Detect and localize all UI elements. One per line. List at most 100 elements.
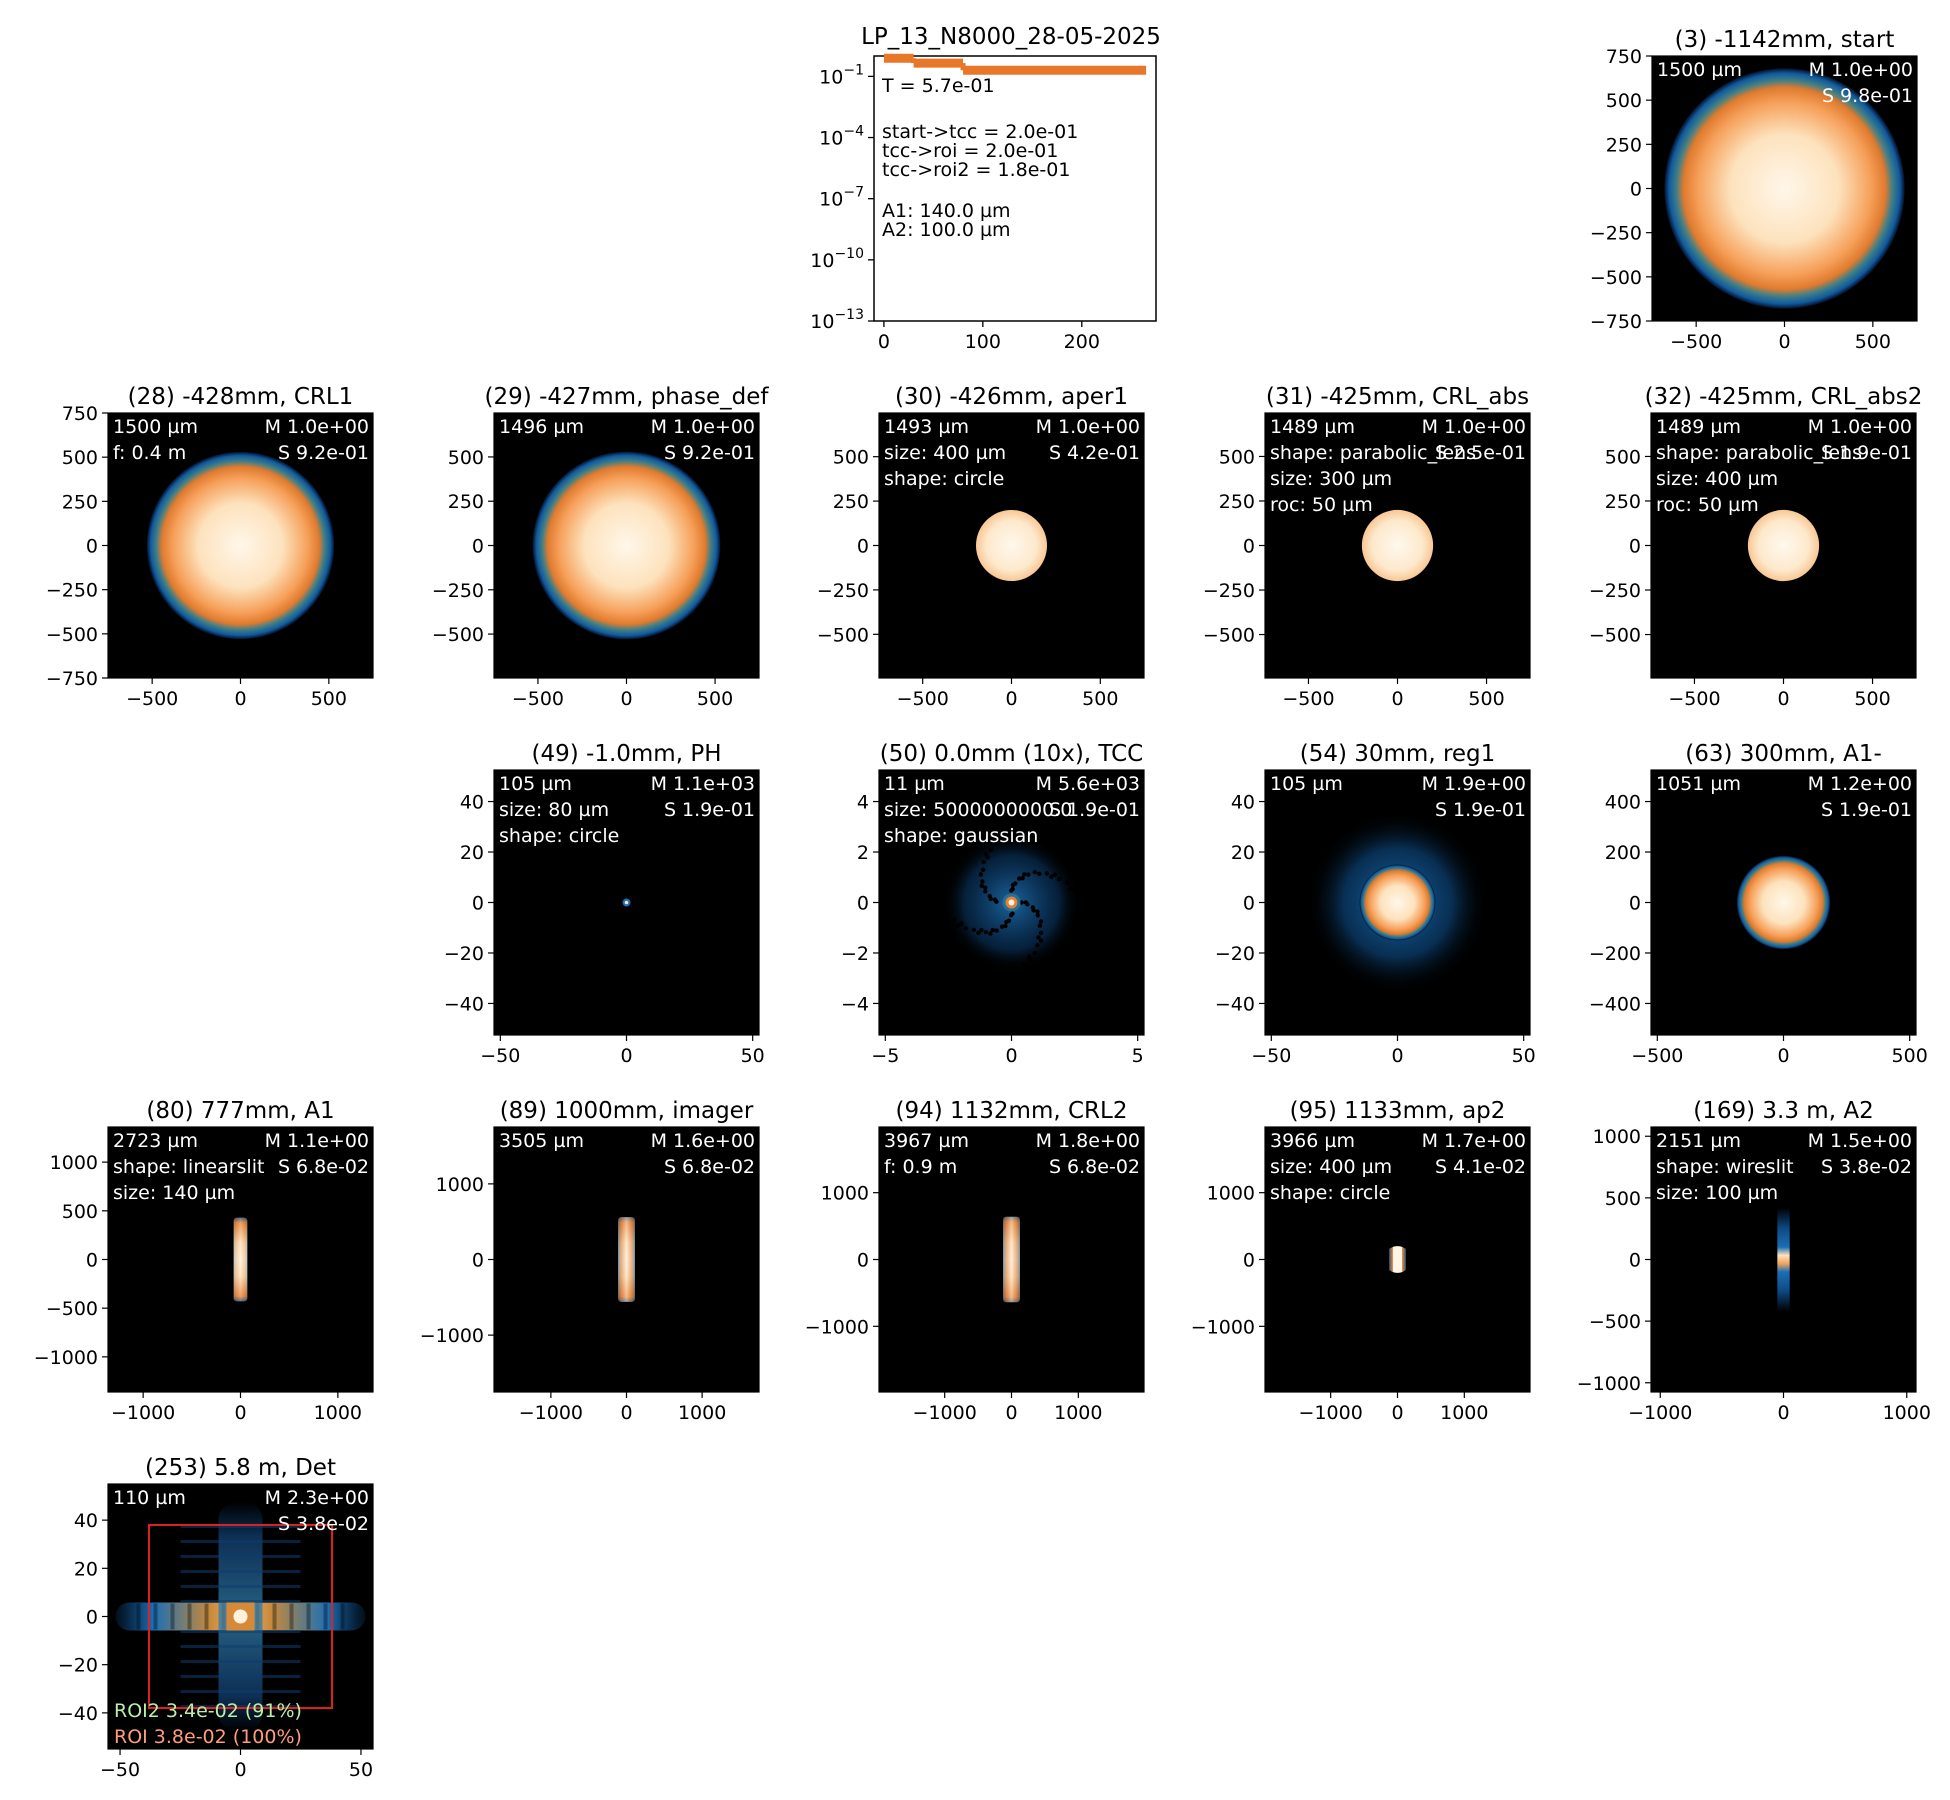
speckle-dark xyxy=(1038,919,1044,924)
fringe-gap xyxy=(187,1603,192,1630)
panel-annotation: S 6.8e-02 xyxy=(664,1156,755,1178)
speckle-dark xyxy=(983,889,988,894)
y-tick-label: 0 xyxy=(857,536,869,558)
panel-title: (54) 30mm, reg1 xyxy=(1300,741,1496,767)
panel-annotation: M 1.0e+00 xyxy=(1809,59,1913,81)
y-tick-label: 500 xyxy=(448,447,484,469)
y-tick-label: −1000 xyxy=(1577,1373,1641,1395)
x-tick-label: 1000 xyxy=(1883,1402,1931,1424)
y-tick-label: −1000 xyxy=(420,1325,484,1347)
x-tick-label: 1000 xyxy=(1440,1402,1488,1424)
panel-annotation: 3966 µm xyxy=(1270,1130,1355,1152)
panel-annotation: S 9.8e-01 xyxy=(1822,85,1913,107)
speckle-dark xyxy=(942,904,947,909)
panel-annotation: size: 100 µm xyxy=(1656,1182,1778,1204)
speckle-dark xyxy=(1044,871,1050,876)
y-tick-label: 0 xyxy=(86,1607,98,1629)
y-tick-label: −20 xyxy=(1215,943,1255,965)
x-tick-label: 0 xyxy=(234,688,246,710)
panel-annotation: 1051 µm xyxy=(1656,773,1741,795)
y-tick-label: −500 xyxy=(1203,625,1255,647)
beam-spot xyxy=(1747,509,1820,582)
x-tick-label: 50 xyxy=(1512,1045,1536,1067)
x-tick-label: 0 xyxy=(1391,1402,1403,1424)
panel-annotation: roc: 50 µm xyxy=(1656,494,1759,516)
panel-annotation: S 9.2e-01 xyxy=(278,442,369,464)
y-tick-label: 10−7 xyxy=(819,185,864,211)
panel-annotation: 1489 µm xyxy=(1656,416,1741,438)
x-tick-label: −500 xyxy=(1282,688,1334,710)
y-tick-label: 250 xyxy=(1605,491,1641,513)
panel-annotation: 2723 µm xyxy=(113,1130,198,1152)
y-tick-label: −400 xyxy=(1589,993,1641,1015)
panel-annotation: 1493 µm xyxy=(884,416,969,438)
y-tick-label: 0 xyxy=(1629,536,1641,558)
x-tick-label: −500 xyxy=(512,688,564,710)
y-tick-label: 10−13 xyxy=(810,307,864,333)
y-tick-label: 500 xyxy=(1219,446,1255,468)
panel-annotation: size: 140 µm xyxy=(113,1182,235,1204)
panel-title: (29) -427mm, phase_def xyxy=(485,384,770,410)
y-tick-label: 20 xyxy=(460,842,484,864)
speckle-dark xyxy=(981,859,986,865)
panel-annotation: shape: circle xyxy=(499,825,619,847)
speckle-dark xyxy=(955,923,961,928)
transmission-axes xyxy=(873,55,1157,322)
x-tick-label: 0 xyxy=(1777,1402,1789,1424)
panel-annotation: S 1.9e-01 xyxy=(1435,799,1526,821)
x-tick-label: −1000 xyxy=(913,1402,977,1424)
fringe-gap xyxy=(340,1603,345,1630)
speckle-dark xyxy=(1022,872,1027,877)
y-tick-label: 10−10 xyxy=(810,246,864,272)
x-tick-label: −500 xyxy=(1670,331,1722,353)
x-tick-label: −50 xyxy=(1251,1045,1291,1067)
speckle-dark xyxy=(971,927,976,933)
panel-annotation: 1500 µm xyxy=(113,416,198,438)
x-tick-label: −5 xyxy=(871,1045,899,1067)
x-tick-label: −50 xyxy=(480,1045,520,1067)
y-tick-label: −750 xyxy=(1590,311,1642,333)
y-tick-label: 250 xyxy=(1219,491,1255,513)
x-tick-label: 1000 xyxy=(314,1402,362,1424)
y-tick-label: 4 xyxy=(857,792,869,814)
x-tick-label: 100 xyxy=(965,331,1001,353)
y-tick-label: 0 xyxy=(1629,1250,1641,1272)
x-tick-label: 200 xyxy=(1064,331,1100,353)
speckle-dark xyxy=(978,872,983,877)
speckle-dark xyxy=(1072,885,1077,890)
x-tick-label: 0 xyxy=(1005,1045,1017,1067)
speckle-dark xyxy=(988,931,993,936)
x-tick-label: −1000 xyxy=(1299,1402,1363,1424)
panel-annotation: S 6.8e-02 xyxy=(278,1156,369,1178)
speckle-dark xyxy=(994,928,999,933)
y-tick-label: 500 xyxy=(62,1201,98,1223)
speckle-dark xyxy=(979,927,984,933)
y-tick-label: 500 xyxy=(1605,1188,1641,1210)
panel-title: (95) 1133mm, ap2 xyxy=(1290,1098,1506,1124)
y-tick-label: −500 xyxy=(432,624,484,646)
figure-title: LP_13_N8000_28-05-2025 xyxy=(861,24,1161,50)
panel-title: (30) -426mm, aper1 xyxy=(895,384,1128,410)
y-tick-label: −500 xyxy=(817,624,869,646)
speckle-dark xyxy=(1068,886,1073,891)
panel-annotation: size: 300 µm xyxy=(1270,468,1392,490)
beam-panel: 1493 µm size: 400 µm shape: circle M 1.0e+0… xyxy=(817,384,1145,710)
speckle-dark xyxy=(1038,930,1044,936)
speckle-dark xyxy=(959,921,964,926)
speckle-dark xyxy=(1032,869,1038,875)
x-tick-label: 0 xyxy=(1778,331,1790,353)
transmission-annotation: start->tcc = 2.0e-01 xyxy=(882,121,1078,143)
beam-core xyxy=(233,1609,248,1624)
panel-annotation: S 1.9e-01 xyxy=(664,799,755,821)
roi-box xyxy=(147,1523,334,1710)
y-tick-label: −250 xyxy=(1589,580,1641,602)
beam-core xyxy=(1392,1246,1403,1273)
speckle-dark xyxy=(1075,892,1080,898)
x-tick-label: 0 xyxy=(1005,1402,1017,1424)
speckle-dark xyxy=(1037,923,1043,928)
x-tick-label: 0 xyxy=(1005,688,1017,710)
transmission-annotation: A1: 140.0 µm xyxy=(882,200,1011,222)
x-tick-label: 5 xyxy=(1132,1045,1144,1067)
y-tick-label: −1000 xyxy=(805,1316,869,1338)
beam-slit-edge xyxy=(233,1217,248,1302)
